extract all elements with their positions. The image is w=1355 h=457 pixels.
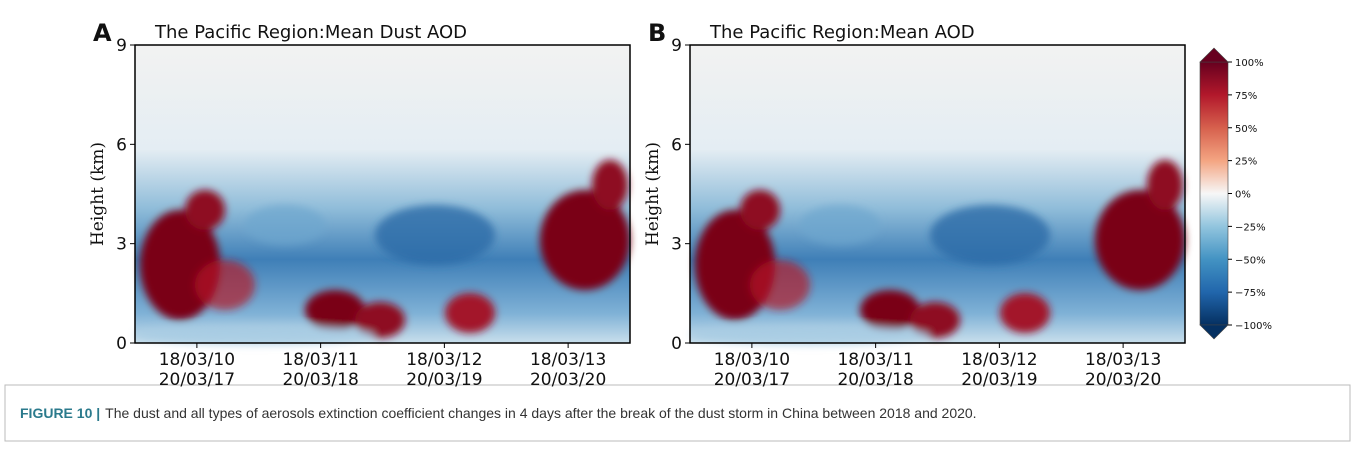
caption-text: The dust and all types of aerosols extin…	[105, 405, 976, 421]
y-axis-label: Height (km)	[643, 142, 663, 246]
x-tick-label: 18/03/12	[961, 350, 1037, 370]
colorbar-tick-label: −25%	[1235, 222, 1266, 233]
caption-box	[4, 384, 1351, 442]
panel-title: The Pacific Region:Mean Dust AOD	[154, 22, 467, 43]
y-tick-label: 9	[116, 36, 127, 56]
panel-letter: B	[648, 19, 666, 47]
y-tick-label: 6	[116, 135, 127, 155]
x-tick-label: 18/03/11	[837, 350, 913, 370]
colorbar-extend-bottom	[1199, 324, 1229, 340]
colorbar-tick-label: 0%	[1235, 190, 1251, 201]
y-tick-label: 3	[116, 235, 127, 255]
y-axis-label: Height (km)	[88, 142, 108, 246]
x-tick-label: 20/03/19	[961, 370, 1037, 390]
colorbar-tick-label: 75%	[1235, 91, 1257, 102]
y-tick-label: 6	[671, 135, 682, 155]
colorbar: 100% 75% 50% 25% 0% −25% −50% −75% −100%	[1199, 47, 1272, 340]
y-tick-label: 0	[671, 334, 682, 354]
x-tick-label: 20/03/19	[406, 370, 482, 390]
x-tick-label: 18/03/12	[406, 350, 482, 370]
colorbar-tick-label: −50%	[1235, 255, 1266, 266]
panel-title: The Pacific Region:Mean AOD	[709, 22, 975, 43]
caption-label: FIGURE 10 |	[20, 405, 100, 421]
x-tick-label: 18/03/13	[530, 350, 606, 370]
axes-frame	[689, 44, 1186, 344]
panel-letter: A	[93, 19, 112, 47]
caption: FIGURE 10 | The dust and all types of aer…	[20, 405, 977, 421]
heatmap	[690, 45, 1185, 345]
x-tick-label: 20/03/17	[159, 370, 235, 390]
x-tick-label: 18/03/10	[159, 350, 235, 370]
colorbar-tick-label: 50%	[1235, 124, 1257, 135]
x-tick-label: 20/03/18	[282, 370, 358, 390]
panel: A The Pacific Region:Mean Dust AOD Height …	[88, 19, 631, 390]
colorbar-body	[1199, 61, 1229, 326]
x-tick-label: 20/03/20	[530, 370, 606, 390]
heatmap	[135, 45, 630, 345]
x-tick-label: 20/03/18	[837, 370, 913, 390]
y-tick-label: 0	[116, 334, 127, 354]
colorbar-tick-label: −75%	[1235, 288, 1266, 299]
panel: B The Pacific Region:Mean AOD Height (km) 0…	[643, 19, 1186, 390]
x-tick-label: 18/03/10	[714, 350, 790, 370]
x-tick-label: 20/03/20	[1085, 370, 1161, 390]
colorbar-tick-label: −100%	[1235, 321, 1272, 332]
colorbar-tick-label: 25%	[1235, 157, 1257, 168]
x-tick-label: 20/03/17	[714, 370, 790, 390]
x-tick-label: 18/03/11	[282, 350, 358, 370]
axes-frame	[134, 44, 631, 344]
colorbar-extend-top	[1199, 47, 1229, 63]
y-tick-label: 3	[671, 235, 682, 255]
x-tick-label: 18/03/13	[1085, 350, 1161, 370]
y-tick-label: 9	[671, 36, 682, 56]
colorbar-tick-label: 100%	[1235, 58, 1264, 69]
